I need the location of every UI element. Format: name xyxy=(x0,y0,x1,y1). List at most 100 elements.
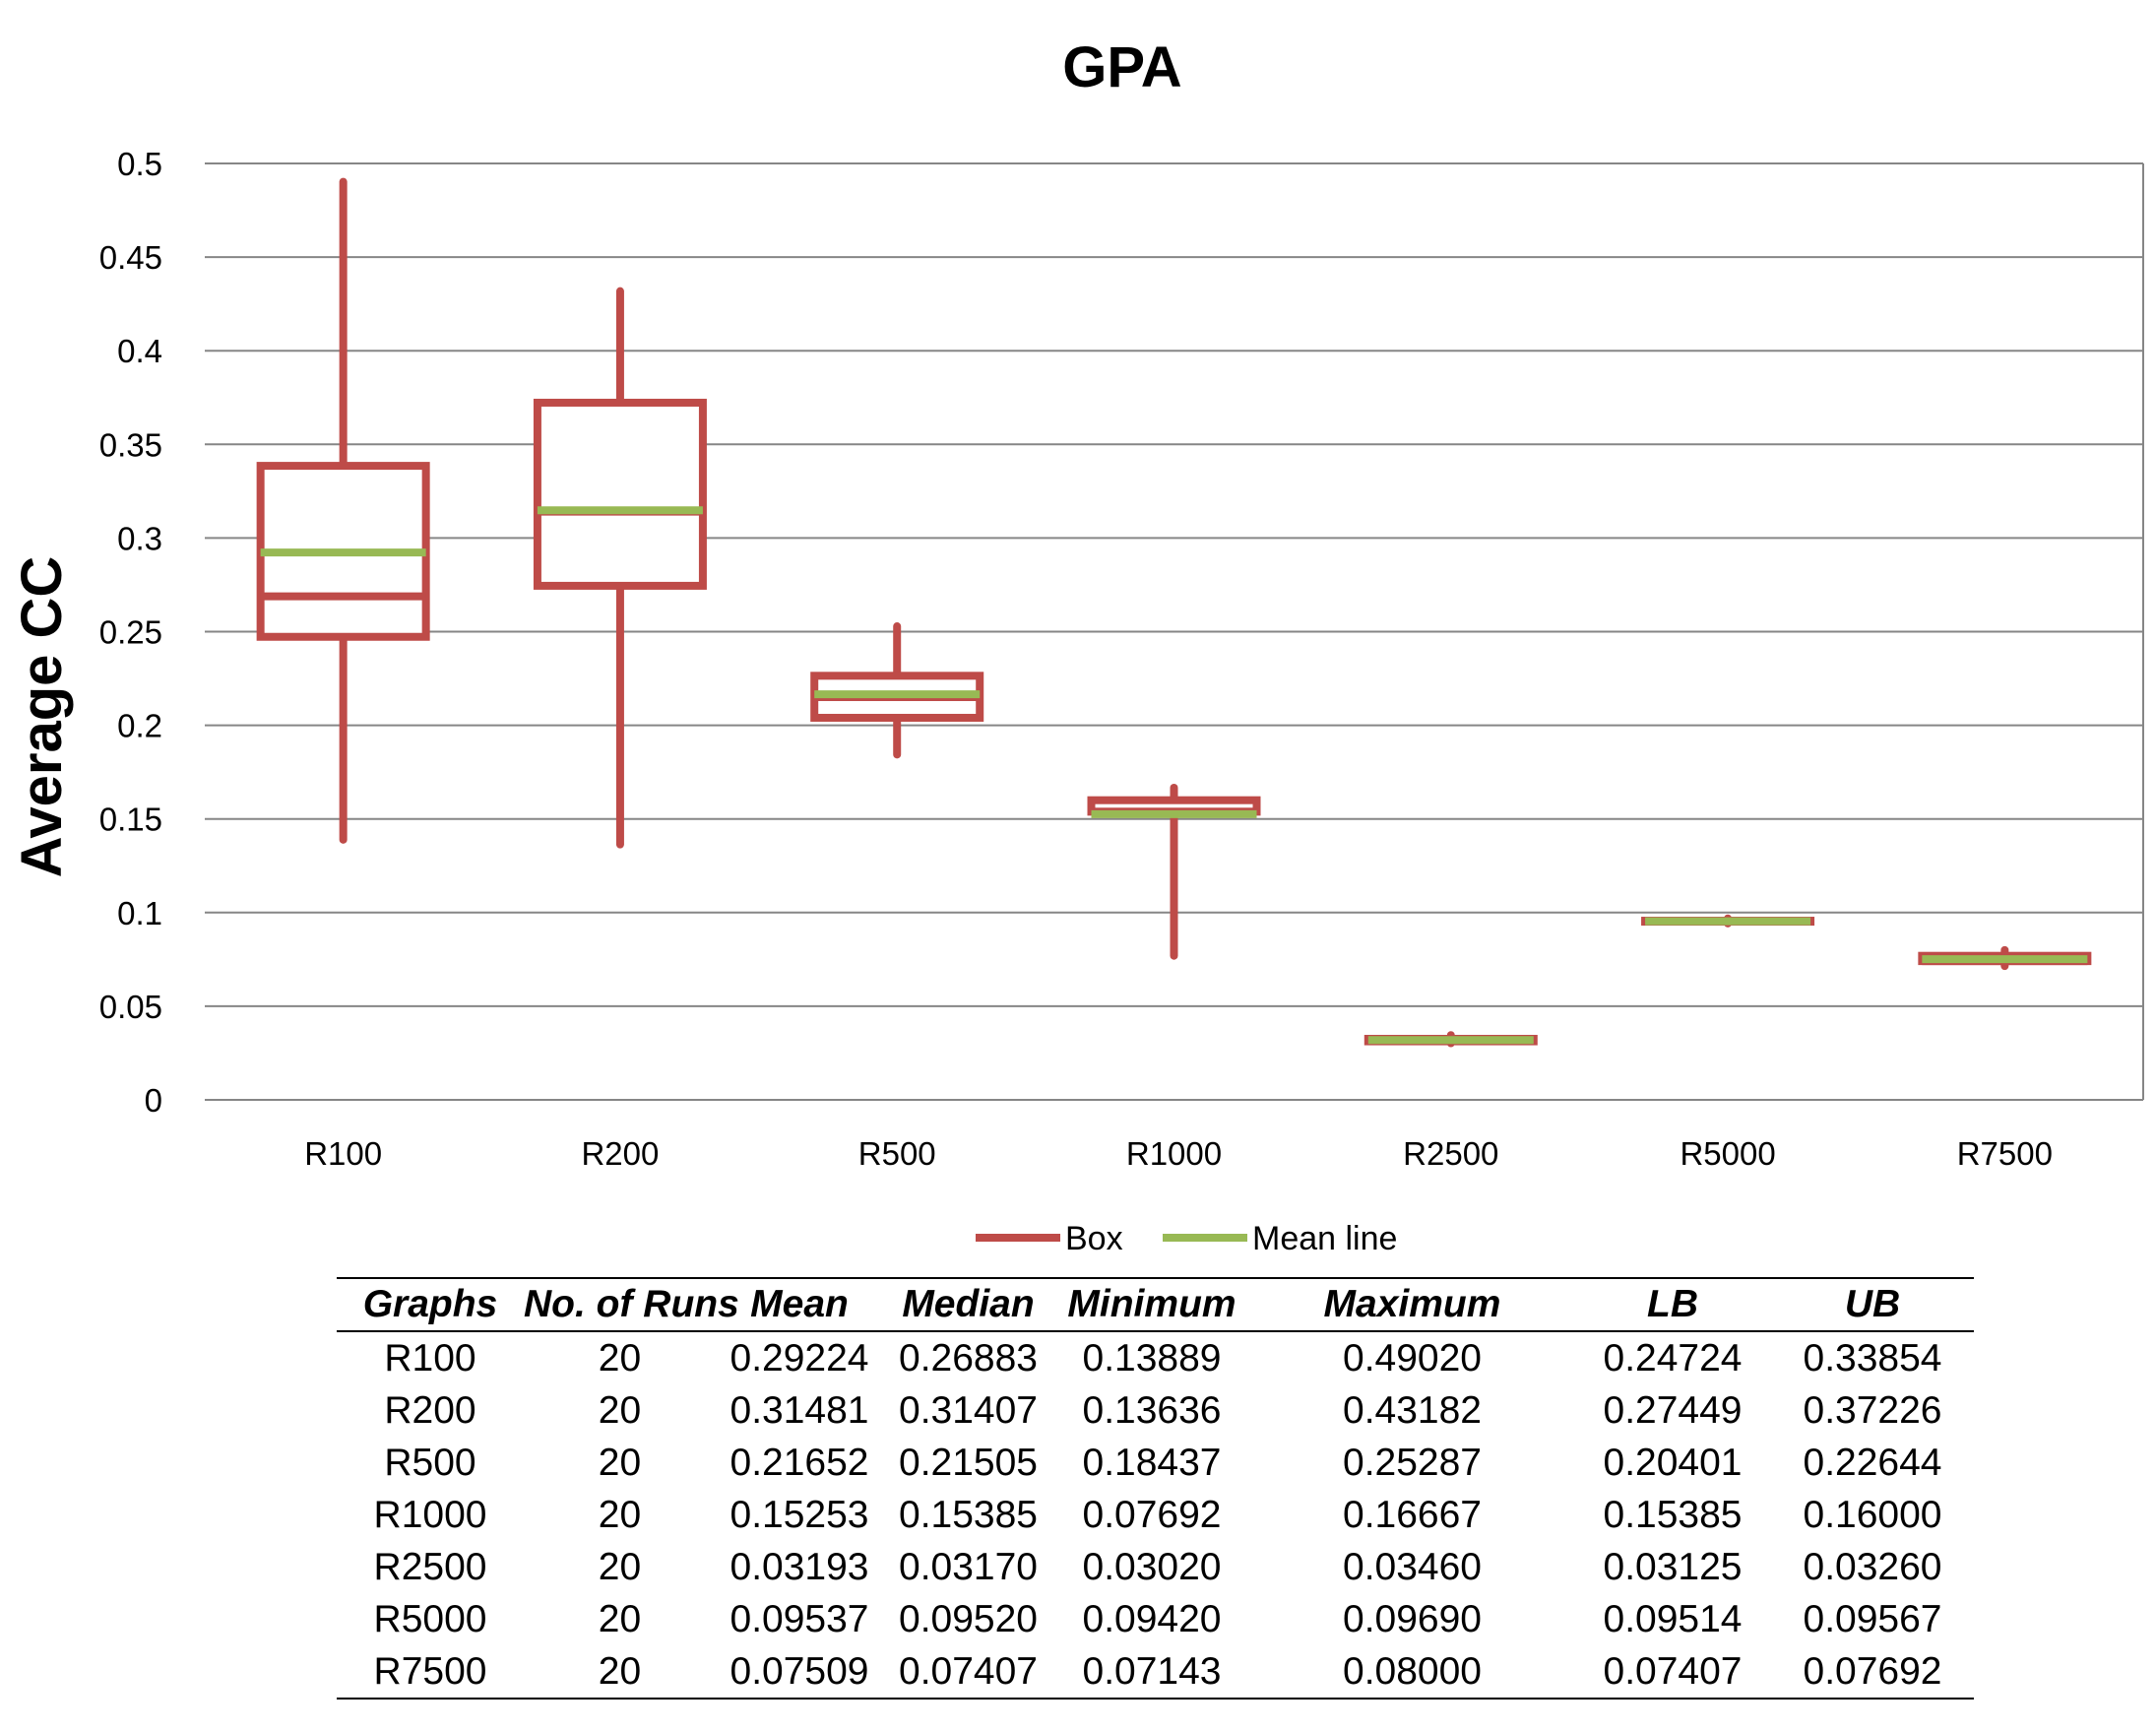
y-tick-label: 0.3 xyxy=(117,520,162,556)
table-cell: R7500 xyxy=(337,1645,524,1700)
y-tick-labels: 0 0.05 0.1 0.15 0.2 0.25 0.3 0.35 0.4 0.45 0.5 xyxy=(99,146,162,1119)
table-cell: 0.21652 xyxy=(729,1441,869,1484)
y-tick-label: 0.05 xyxy=(99,989,162,1025)
x-tick-label: R7500 xyxy=(1957,1135,2053,1172)
table-cell: R1000 xyxy=(373,1493,487,1536)
table-cell: 20 xyxy=(598,1493,642,1536)
table-cell: 0.24724 xyxy=(1603,1336,1743,1379)
table-row: R100 20 0.29224 0.26883 0.13889 0.49020 0.2472… xyxy=(337,1331,1974,1384)
table-header-cell: Minimum xyxy=(1053,1277,1250,1332)
y-tick-label: 0.15 xyxy=(99,802,162,838)
table-cell: 0.29224 xyxy=(729,1336,869,1379)
table-cell: 20 xyxy=(598,1545,642,1588)
box-r200 xyxy=(533,287,707,849)
table-cell: R100 xyxy=(384,1336,476,1379)
table-cell: 0.31407 xyxy=(899,1388,1038,1432)
chart-title: GPA xyxy=(1062,35,1181,99)
table-header-row: Graphs No. of Runs Mean Median Minimum Maximu… xyxy=(337,1277,1974,1332)
table-row: R200 20 0.31481 0.31407 0.13636 0.43182 0.2744… xyxy=(337,1384,1974,1437)
legend-mean-label: Mean line xyxy=(1252,1220,1397,1257)
box-rect xyxy=(533,398,707,590)
table-header-cell: Median xyxy=(883,1277,1053,1332)
table-cell: 20 xyxy=(524,1645,716,1700)
table-cell: 0.15385 xyxy=(899,1493,1038,1536)
table-cell: 0.07692 xyxy=(1771,1645,1974,1700)
table-header-cell: Graphs xyxy=(337,1277,524,1332)
table-cell: 0.07692 xyxy=(1082,1493,1222,1536)
table-cell: 0.08000 xyxy=(1250,1645,1574,1700)
table-cell: 20 xyxy=(598,1597,642,1640)
y-tick-label: 0.35 xyxy=(99,426,162,463)
table-cell: 0.03020 xyxy=(1082,1545,1222,1588)
table-row: R1000 20 0.15253 0.15385 0.07692 0.16667 0.153… xyxy=(337,1489,1974,1541)
x-tick-label: R200 xyxy=(581,1135,659,1172)
table-cell: 0.03193 xyxy=(729,1545,869,1588)
box-r1000 xyxy=(1087,783,1261,960)
table-cell: 0.16000 xyxy=(1803,1493,1942,1536)
table-cell: R500 xyxy=(384,1441,476,1484)
table-cell: 0.09420 xyxy=(1082,1597,1222,1640)
table-row: R7500 20 0.07509 0.07407 0.07143 0.08000 0.074… xyxy=(337,1645,1974,1700)
table-cell: 0.20401 xyxy=(1603,1441,1743,1484)
y-axis-label: Average CC xyxy=(10,556,74,878)
gridlines xyxy=(205,162,2144,1101)
table-cell: R5000 xyxy=(373,1597,487,1640)
y-tick-label: 0 xyxy=(145,1082,162,1119)
y-tick-label: 0.45 xyxy=(99,239,162,276)
table-cell: 0.26883 xyxy=(899,1336,1038,1379)
table-cell: 0.15253 xyxy=(729,1493,869,1536)
box-r2500 xyxy=(1363,1031,1538,1048)
table-cell: 0.49020 xyxy=(1343,1336,1482,1379)
table-cell: 0.21505 xyxy=(899,1441,1038,1484)
y-tick-label: 0.4 xyxy=(117,333,162,369)
table-row: R500 20 0.21652 0.21505 0.18437 0.25287 0.2040… xyxy=(337,1437,1974,1489)
table-cell: 20 xyxy=(598,1441,642,1484)
y-tick-label: 0.25 xyxy=(99,614,162,651)
table-cell: 0.07143 xyxy=(1053,1645,1250,1700)
table-header-cell: LB xyxy=(1574,1277,1771,1332)
statistics-table: Graphs No. of Runs Mean Median Minimum Maximu… xyxy=(337,1277,1974,1700)
y-tick-label: 0.2 xyxy=(117,708,162,744)
table-cell: 0.03170 xyxy=(899,1545,1038,1588)
table-cell: 0.09690 xyxy=(1343,1597,1482,1640)
table-header-cell: UB xyxy=(1771,1277,1974,1332)
table-row: R2500 20 0.03193 0.03170 0.03020 0.03460 0.031… xyxy=(337,1541,1974,1593)
table-cell: 0.09567 xyxy=(1803,1597,1942,1640)
boxes xyxy=(256,177,2092,1048)
table-cell: 0.37226 xyxy=(1803,1388,1942,1432)
box-r500 xyxy=(810,622,984,759)
table-cell: 0.07509 xyxy=(716,1645,883,1700)
box-r100 xyxy=(256,177,430,844)
table-body: R100 20 0.29224 0.26883 0.13889 0.49020 0.2472… xyxy=(337,1331,1974,1700)
x-tick-labels: R100 R200 R500 R1000 R2500 R5000 R7500 xyxy=(304,1135,2053,1172)
table-cell: 20 xyxy=(598,1336,642,1379)
x-tick-label: R2500 xyxy=(1403,1135,1498,1172)
table-cell: 0.09520 xyxy=(899,1597,1038,1640)
x-tick-label: R500 xyxy=(858,1135,936,1172)
box-r7500 xyxy=(1918,945,2092,971)
table-cell: 0.43182 xyxy=(1343,1388,1482,1432)
table-cell: 0.25287 xyxy=(1343,1441,1482,1484)
x-tick-label: R100 xyxy=(304,1135,382,1172)
table-cell: 20 xyxy=(598,1388,642,1432)
table-cell: 0.33854 xyxy=(1803,1336,1942,1379)
table-cell: 0.07407 xyxy=(883,1645,1053,1700)
table-header-cell: Mean xyxy=(716,1277,883,1332)
table-cell: R200 xyxy=(384,1388,476,1432)
table-row: R5000 20 0.09537 0.09520 0.09420 0.09690 0.095… xyxy=(337,1593,1974,1645)
box-r5000 xyxy=(1641,914,1815,928)
y-tick-label: 0.5 xyxy=(117,146,162,182)
x-tick-label: R1000 xyxy=(1126,1135,1222,1172)
y-tick-label: 0.1 xyxy=(117,895,162,931)
table-cell: 0.03125 xyxy=(1603,1545,1743,1588)
table-cell: 0.03260 xyxy=(1803,1545,1942,1588)
legend: Box Mean line xyxy=(976,1220,1397,1257)
table-cell: 0.13636 xyxy=(1082,1388,1222,1432)
table-header-cell: No. of Runs xyxy=(524,1277,739,1332)
table-cell: 0.22644 xyxy=(1803,1441,1942,1484)
table-cell: 0.09537 xyxy=(729,1597,869,1640)
table-cell: 0.27449 xyxy=(1603,1388,1743,1432)
table-header-cell: Maximum xyxy=(1250,1277,1574,1332)
table-cell: 0.31481 xyxy=(729,1388,869,1432)
table-cell: 0.16667 xyxy=(1343,1493,1482,1536)
